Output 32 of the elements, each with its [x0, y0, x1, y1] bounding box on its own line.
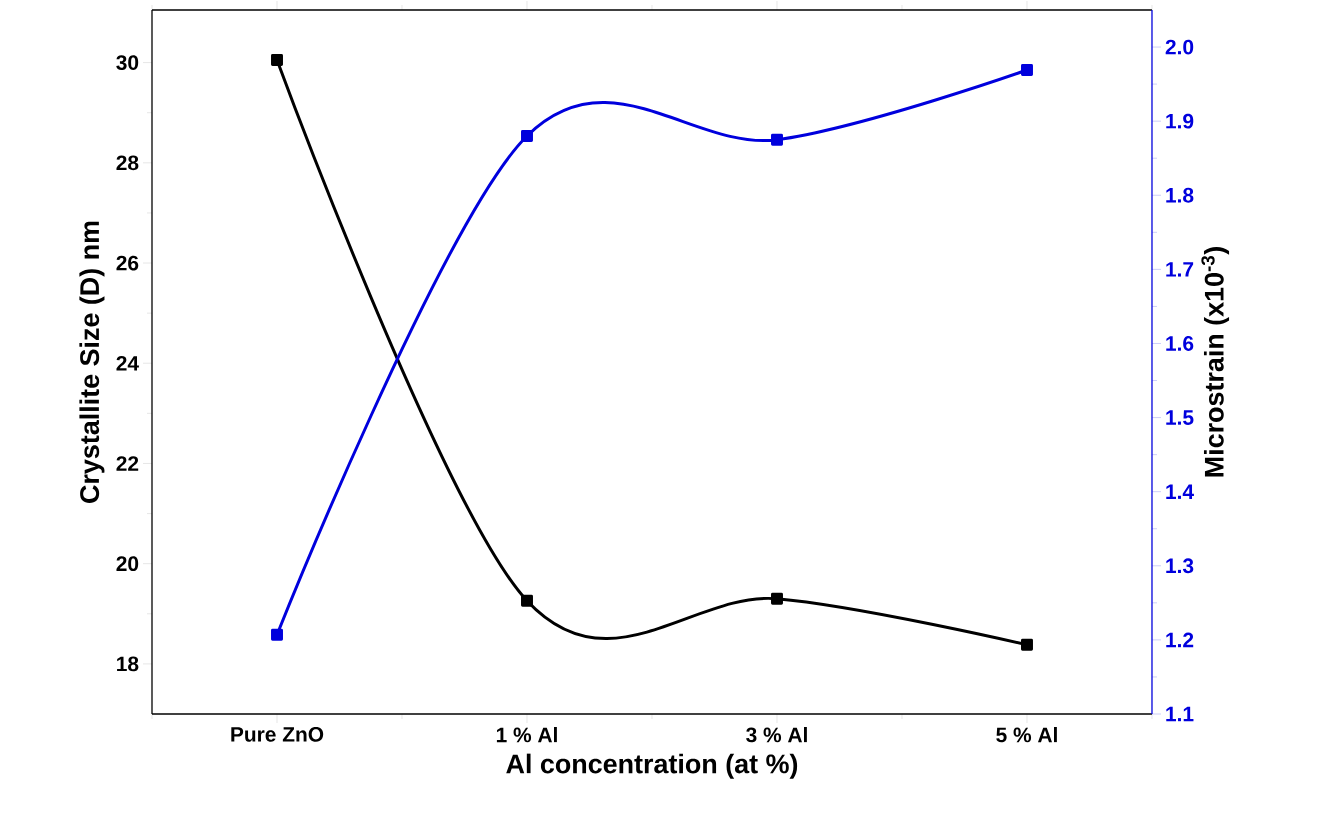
y-tick-label: 24 [116, 355, 139, 371]
y2-tick-label: 1.6 [1166, 336, 1194, 351]
y2-tick-label: 1.1 [1166, 706, 1194, 722]
point [271, 628, 283, 641]
point [271, 54, 283, 67]
y-axis-title: Crystallite Size (D) nm [79, 221, 105, 503]
x-tick-label: 5 % Al [996, 726, 1057, 743]
y-tick-label: 26 [116, 255, 139, 271]
point [1021, 638, 1033, 651]
x-tick-label: 3 % Al [746, 726, 807, 743]
point [771, 592, 783, 605]
y2-tick-label: 1.8 [1166, 187, 1194, 203]
y-tick-label: 20 [116, 556, 139, 572]
y-tick-label: 22 [116, 456, 139, 471]
y2-tick-label: 1.4 [1166, 484, 1194, 499]
point [1021, 64, 1033, 77]
y-tick-label: 28 [116, 155, 139, 171]
y-tick-label: 30 [116, 55, 139, 71]
point [771, 133, 783, 146]
x-axis-title: Al concentration (at %) [506, 753, 798, 779]
point [521, 594, 533, 607]
y2-tick-label: 1.9 [1166, 113, 1194, 129]
y2-tick-label: 2.0 [1165, 39, 1194, 55]
y2-tick-label: 1.7 [1166, 262, 1194, 277]
y-tick-label: 18 [117, 656, 139, 672]
y2-tick-label: 1.2 [1166, 632, 1194, 648]
y2-axis-title: Microstrain (x10$^{-3}$) [1201, 247, 1230, 477]
y2-tick-label: 1.3 [1166, 558, 1194, 574]
point [521, 130, 533, 142]
y2-tick-label: 1.5 [1166, 410, 1194, 425]
x-tick-label: 1 % Al [496, 726, 557, 743]
x-tick-label: Pure ZnO [231, 726, 324, 742]
